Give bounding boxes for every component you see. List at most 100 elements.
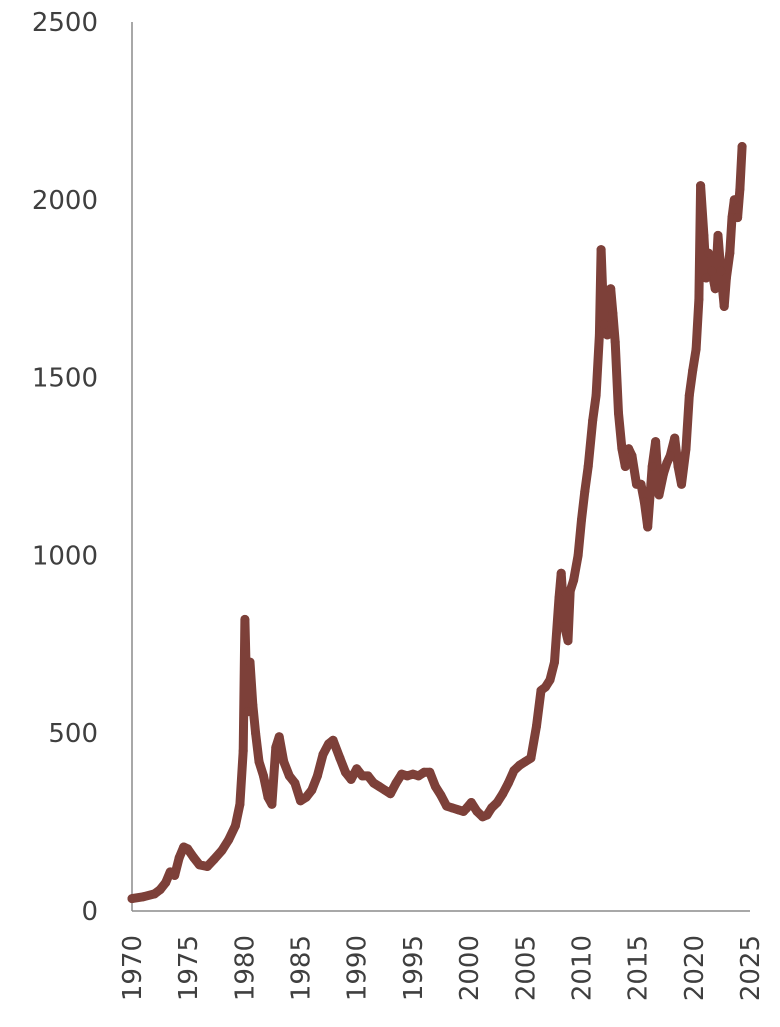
y-axis-tick-labels: 0 500 1000 1500 2000 2500 (32, 8, 98, 927)
data-point (290, 778, 300, 788)
data-point (659, 469, 668, 479)
data-point (183, 844, 193, 854)
data-point (560, 622, 570, 631)
data-point (636, 479, 646, 489)
data-point (487, 803, 497, 813)
data-point (254, 757, 264, 767)
data-point (591, 390, 601, 400)
data-point (681, 444, 691, 454)
data-point (606, 284, 616, 294)
data-point (583, 462, 593, 471)
data-point (688, 366, 698, 375)
data-point (430, 782, 440, 791)
data-point (312, 771, 322, 781)
data-point (639, 497, 649, 507)
data-point (161, 878, 171, 888)
data-point (307, 785, 317, 795)
y-tick-label: 1500 (32, 364, 98, 394)
data-point (263, 792, 273, 802)
data-point (385, 789, 395, 799)
data-point (217, 846, 227, 855)
data-point (721, 273, 731, 283)
data-point (569, 575, 579, 585)
data-point (341, 767, 350, 777)
data-point (735, 184, 745, 194)
data-point (596, 245, 606, 255)
data-point (651, 437, 661, 447)
data-point (466, 798, 476, 807)
data-point (545, 675, 555, 685)
data-point (665, 451, 675, 461)
data-point (565, 586, 575, 596)
data-point (647, 462, 657, 471)
data-point (242, 707, 252, 717)
data-point (580, 486, 590, 496)
data-point (279, 757, 289, 767)
data-point (155, 885, 165, 895)
data-point (673, 462, 683, 471)
data-point (716, 266, 726, 276)
data-point (245, 657, 255, 667)
data-point (617, 444, 627, 454)
data-point (684, 390, 694, 400)
data-point (127, 894, 137, 904)
data-point (240, 614, 250, 624)
x-tick-label: 1970 (118, 935, 148, 1001)
data-point (620, 462, 630, 471)
data-point (550, 657, 559, 667)
data-point (352, 764, 362, 774)
data-point (267, 799, 277, 809)
data-point (209, 854, 219, 864)
data-point (694, 294, 704, 304)
data-point (703, 248, 713, 258)
data-point (532, 721, 541, 731)
x-tick-label: 2025 (736, 935, 766, 1001)
data-point (492, 798, 502, 807)
data-point (602, 330, 612, 340)
y-tick-label: 0 (81, 897, 98, 927)
series-layer (127, 142, 747, 904)
data-point (436, 790, 446, 800)
data-point (259, 771, 268, 781)
data-point (577, 515, 586, 525)
y-tick-label: 2500 (32, 8, 98, 38)
x-tick-label: 2015 (624, 935, 654, 1001)
data-point (677, 479, 686, 489)
data-point (696, 181, 706, 191)
data-point (541, 682, 550, 692)
data-point (733, 213, 743, 223)
data-point (230, 821, 240, 831)
data-point (719, 302, 729, 311)
data-point (713, 230, 723, 240)
data-point (202, 862, 212, 871)
data-point (284, 771, 294, 781)
x-tick-label: 1985 (287, 935, 317, 1001)
data-point (170, 870, 180, 880)
x-tick-label: 1995 (399, 935, 429, 1001)
x-tick-label: 2000 (455, 935, 485, 1001)
data-point (274, 732, 284, 742)
data-point (235, 799, 245, 809)
data-point (610, 337, 620, 347)
data-point (563, 636, 573, 646)
data-point (707, 266, 717, 276)
data-point (271, 742, 281, 752)
data-point (599, 319, 609, 329)
data-point (608, 309, 618, 319)
data-point (194, 860, 204, 870)
data-point (138, 892, 148, 902)
data-point (594, 330, 604, 340)
data-point (248, 700, 258, 710)
data-point (554, 593, 564, 603)
data-point (643, 522, 653, 532)
data-point (737, 142, 747, 151)
data-point (556, 568, 566, 578)
data-point (363, 771, 373, 781)
data-point (509, 766, 519, 775)
data-point (301, 792, 311, 802)
data-point (662, 458, 672, 468)
y-tick-label: 500 (48, 719, 98, 749)
data-point (654, 490, 664, 500)
data-point (328, 735, 338, 745)
y-tick-label: 2000 (32, 186, 98, 216)
